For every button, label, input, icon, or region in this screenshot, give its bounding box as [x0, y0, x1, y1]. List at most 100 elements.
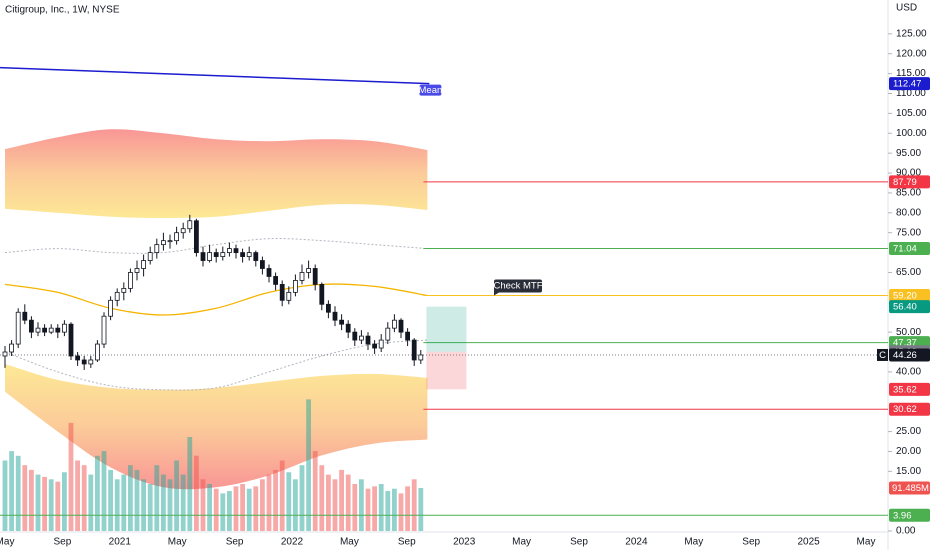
callout-bg [494, 279, 542, 293]
mean-tag-bg [889, 77, 930, 91]
volume-bar [121, 474, 127, 531]
volume-bar [253, 486, 259, 531]
candle-body [279, 284, 285, 301]
x-tick-label: 2024 [625, 537, 648, 548]
candle-body [42, 327, 47, 333]
candle-body [35, 327, 41, 333]
candle-body [378, 339, 384, 349]
candle-body [28, 319, 34, 333]
volume-tag-bg [889, 481, 930, 495]
lower-band [5, 363, 428, 490]
position-tag-bg [889, 300, 930, 314]
y-tick-label: 95.00 [896, 148, 921, 159]
y-tick-label: 90.00 [896, 168, 921, 179]
volume-bar [392, 488, 397, 531]
volume-bar [108, 469, 113, 531]
volume-bar [306, 399, 311, 531]
volume-bar [352, 484, 358, 531]
candle-body [134, 268, 140, 273]
candle-body [75, 355, 80, 361]
x-tick-label: May [168, 537, 187, 548]
volume-bar [339, 469, 344, 531]
volume-bar [187, 437, 193, 531]
target-zone [426, 306, 467, 352]
candle-body [372, 343, 378, 349]
level-tag-bg [889, 241, 930, 255]
level-tag-bg [889, 508, 930, 522]
candle-body [88, 359, 94, 365]
candle-body [121, 287, 127, 293]
volume-bar [154, 465, 160, 531]
dotted-line [4, 238, 428, 254]
level-tag: 3.96 [893, 510, 912, 521]
volume-bar [299, 465, 305, 531]
candle-body [154, 244, 160, 253]
volume-bar [200, 479, 206, 531]
x-tick-label: Sep [398, 537, 416, 548]
volume-bar [332, 479, 338, 531]
x-tick-label: 2021 [109, 537, 132, 548]
candle-body [332, 311, 338, 321]
candle-body [385, 327, 391, 341]
level-tag: 30.62 [893, 404, 917, 415]
volume-bar [326, 474, 331, 531]
volume-bar [75, 460, 80, 531]
volume-bar [95, 455, 100, 531]
candle-body [325, 303, 331, 313]
candle-body [312, 268, 318, 285]
mean-line [0, 66, 430, 85]
level-tag-bg [889, 289, 930, 303]
candle-body [167, 240, 173, 243]
y-tick-label: 85.00 [896, 188, 921, 199]
level-tag-bg [889, 175, 930, 189]
volume-bar [42, 476, 47, 531]
candle-body [9, 343, 15, 353]
x-tick-label: May [512, 537, 531, 548]
volume-bar [293, 479, 298, 531]
y-tick-label: 40.00 [896, 367, 921, 378]
dotted-line [4, 339, 428, 391]
y-tick-label: 110.00 [896, 88, 926, 99]
mean-tag: 112.47 [893, 79, 921, 90]
candle-body [114, 291, 120, 301]
candle-body [200, 252, 206, 261]
candle-body [352, 331, 358, 341]
candle-body [141, 260, 147, 269]
candle-body [418, 354, 424, 361]
candle-body [266, 268, 272, 277]
volume-bar [9, 451, 14, 531]
candle-body [108, 299, 113, 317]
y-tick-label: 0.00 [896, 526, 916, 537]
volume-bar [180, 474, 186, 531]
candle-body [48, 327, 54, 333]
candle-body [226, 248, 232, 253]
level-tag: 59.20 [893, 291, 917, 302]
candle-body [22, 311, 28, 321]
volume-bar [345, 474, 351, 531]
volume-bar [233, 486, 239, 531]
candle-body [339, 319, 345, 325]
position-tag: 35.62 [893, 384, 917, 395]
x-tick-label: 2022 [281, 537, 304, 548]
candle-body [273, 276, 279, 285]
candle-body [160, 240, 166, 246]
x-tick-label: May [0, 537, 14, 548]
candle-body [365, 335, 371, 345]
y-tick-label: 25.00 [896, 426, 921, 437]
candle-body [259, 260, 265, 269]
volume-bar [220, 493, 226, 531]
y-tick-label: 80.00 [896, 207, 921, 218]
upper-band [5, 129, 428, 218]
position-tag: 56.40 [893, 302, 917, 313]
candle-body [193, 220, 199, 253]
volume-bar [378, 484, 384, 531]
level-tag: 47.37 [893, 338, 917, 349]
volume-bar [48, 479, 54, 531]
volume-bar [418, 488, 424, 531]
mean-label-bg [419, 84, 442, 96]
level-tag: 71.04 [893, 243, 917, 254]
volume-bar [227, 491, 232, 531]
candle-body [391, 319, 397, 329]
x-tick-label: Sep [226, 537, 244, 548]
stop-zone [426, 351, 467, 390]
